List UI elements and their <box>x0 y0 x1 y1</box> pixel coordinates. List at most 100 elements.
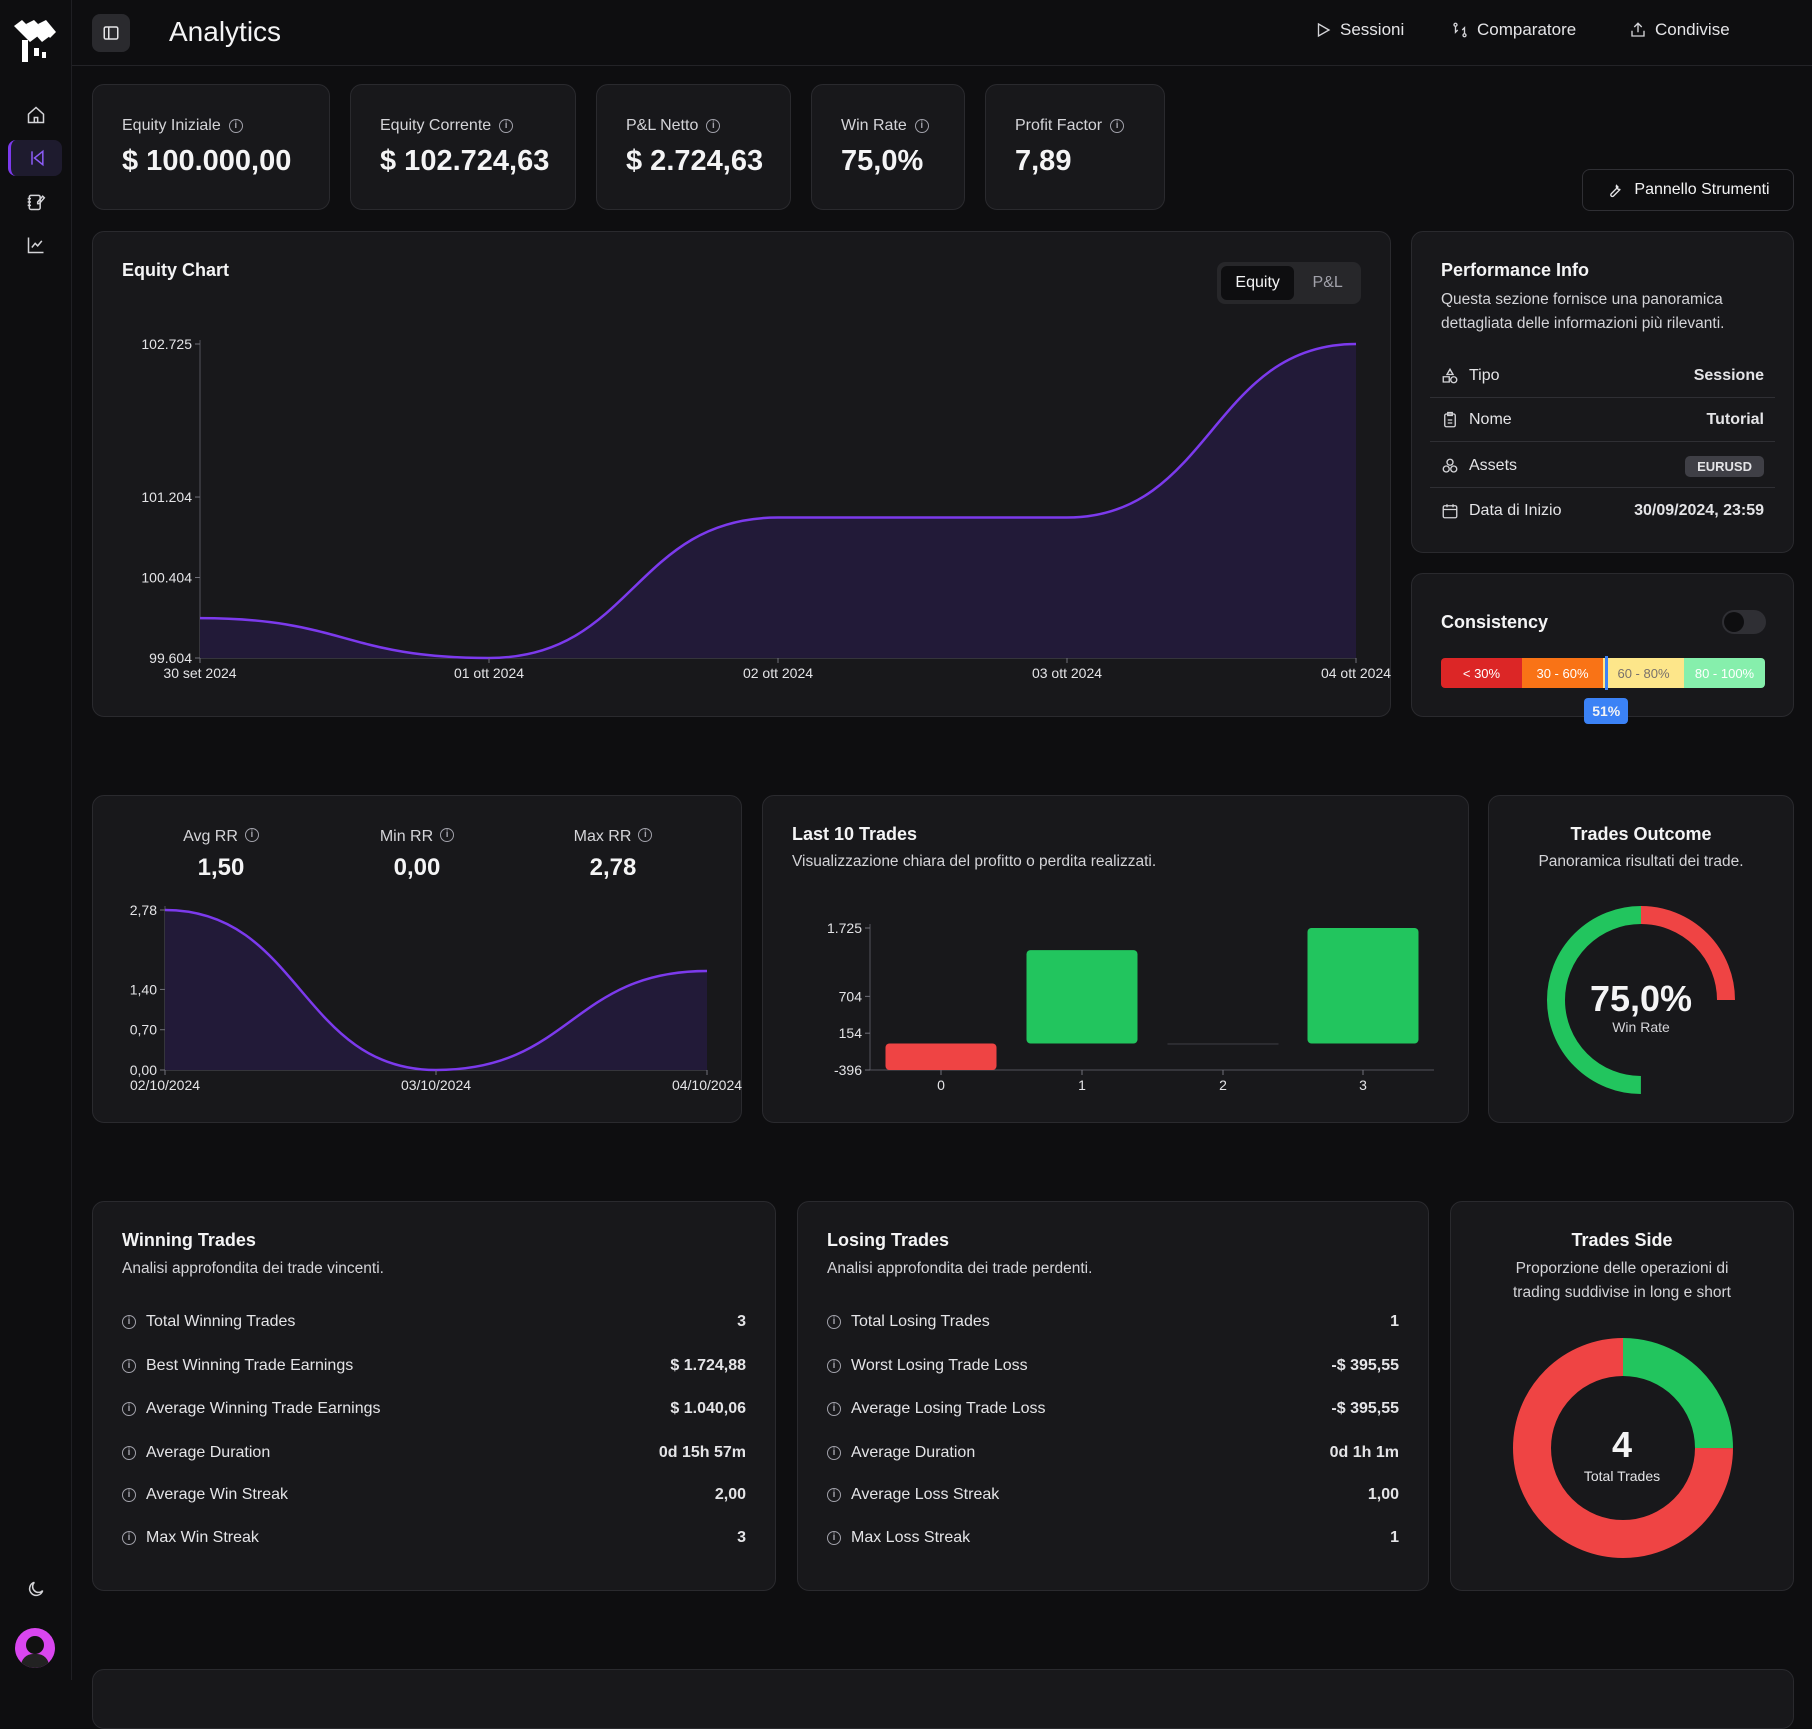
info-icon[interactable]: i <box>122 1446 136 1460</box>
bar[interactable] <box>1027 950 1138 1043</box>
sidebar-journal-icon[interactable] <box>18 184 54 220</box>
tools-panel-button[interactable]: Pannello Strumenti <box>1582 169 1794 211</box>
donut-label: Win Rate <box>1489 1019 1793 1035</box>
info-icon[interactable]: i <box>827 1315 841 1329</box>
win-rate-donut <box>1489 796 1795 1124</box>
theme-toggle-icon[interactable] <box>18 1571 54 1607</box>
losing-trades-card: Losing Trades Analisi approfondita dei t… <box>797 1201 1429 1591</box>
sidebar-chart-icon[interactable] <box>18 227 54 263</box>
stat-row-value: 0d 15h 57m <box>659 1444 746 1462</box>
info-icon[interactable]: i <box>827 1446 841 1460</box>
perf-row-label: Nome <box>1469 411 1512 429</box>
stat-row-value: $ 1.724,88 <box>670 1357 746 1375</box>
stat-label: Profit Factor <box>1015 117 1102 135</box>
card-description: Questa sezione fornisce una panoramica d… <box>1441 288 1771 336</box>
stat-value: 7,89 <box>1015 145 1071 178</box>
info-icon[interactable]: i <box>122 1488 136 1502</box>
y-tick-label: 0,00 <box>130 1062 157 1078</box>
info-icon[interactable]: i <box>915 119 929 133</box>
divider <box>1430 397 1775 398</box>
stat-value: $ 2.724,63 <box>626 145 763 178</box>
stat-row-value: $ 1.040,06 <box>670 1400 746 1418</box>
donut-value: 75,0% <box>1489 978 1793 1020</box>
consistency-toggle[interactable] <box>1722 610 1766 634</box>
x-tick-label: 02/10/2024 <box>130 1077 200 1093</box>
y-tick-label: 102.725 <box>141 336 192 352</box>
info-icon[interactable]: i <box>827 1531 841 1545</box>
assets-icon <box>1441 457 1459 475</box>
trades-side-donut <box>1451 1202 1795 1592</box>
info-icon[interactable]: i <box>499 119 513 133</box>
card-title: Performance Info <box>1441 260 1589 281</box>
y-tick-label: 99.604 <box>149 650 192 666</box>
stat-row-value: 1,00 <box>1368 1486 1399 1504</box>
info-icon[interactable]: i <box>122 1359 136 1373</box>
info-icon[interactable]: i <box>827 1402 841 1416</box>
consistency-segment: < 30% <box>1441 658 1522 688</box>
stat-row-label: Average Win Streak <box>146 1486 288 1504</box>
y-tick-label: 2,78 <box>130 902 157 918</box>
nav-condivise[interactable]: Condivise <box>1629 20 1730 40</box>
card-description: Analisi approfondita dei trade perdenti. <box>827 1257 1092 1281</box>
x-tick-label: 04/10/2024 <box>672 1077 742 1093</box>
x-tick-label: 03 ott 2024 <box>1032 665 1102 681</box>
sidebar-toggle-button[interactable] <box>92 14 130 52</box>
compare-icon <box>1451 21 1469 39</box>
area-fill <box>200 344 1356 658</box>
stat-row-value: 3 <box>737 1529 746 1547</box>
info-icon[interactable]: i <box>827 1488 841 1502</box>
y-tick-label: 100.404 <box>141 570 192 586</box>
y-tick-label: -396 <box>834 1062 862 1078</box>
x-tick-label: 0 <box>937 1077 945 1093</box>
info-icon[interactable]: i <box>827 1359 841 1373</box>
info-icon[interactable]: i <box>122 1315 136 1329</box>
consistency-segment: 80 - 100% <box>1684 658 1765 688</box>
info-icon[interactable]: i <box>122 1402 136 1416</box>
stat-row-value: 0d 1h 1m <box>1330 1444 1399 1462</box>
header: Analytics Sessioni Comparatore Condivise <box>72 0 1812 66</box>
sidebar <box>0 0 72 1680</box>
clipboard-icon <box>1441 411 1459 429</box>
play-icon <box>1314 21 1332 39</box>
logo-icon[interactable] <box>12 18 58 66</box>
avatar[interactable] <box>15 1628 55 1668</box>
bar[interactable] <box>886 1043 997 1070</box>
nav-comparatore[interactable]: Comparatore <box>1451 20 1576 40</box>
sidebar-home-icon[interactable] <box>18 97 54 133</box>
x-tick-label: 2 <box>1219 1077 1227 1093</box>
info-icon[interactable]: i <box>229 119 243 133</box>
x-tick-label: 03/10/2024 <box>401 1077 471 1093</box>
x-tick-label: 3 <box>1359 1077 1367 1093</box>
card-description: Analisi approfondita dei trade vincenti. <box>122 1257 384 1281</box>
info-icon[interactable]: i <box>1110 119 1124 133</box>
stat-row-label: Average Duration <box>146 1444 270 1462</box>
page-title: Analytics <box>169 16 281 48</box>
consistency-marker <box>1605 656 1608 690</box>
stat-row-label: Worst Losing Trade Loss <box>851 1357 1028 1375</box>
bar[interactable] <box>1308 928 1419 1043</box>
stat-row-value: 3 <box>737 1313 746 1331</box>
bar[interactable] <box>1168 1043 1279 1044</box>
stat-row-value: -$ 395,55 <box>1331 1400 1399 1418</box>
y-tick-label: 0,70 <box>130 1022 157 1038</box>
stat-row-label: Total Winning Trades <box>146 1313 295 1331</box>
info-icon[interactable]: i <box>122 1531 136 1545</box>
bottom-card <box>92 1669 1794 1729</box>
sidebar-analytics-icon[interactable] <box>8 140 62 176</box>
stat-label: Equity Iniziale <box>122 117 221 135</box>
stat-label: Win Rate <box>841 117 907 135</box>
stat-row-value: 1 <box>1390 1529 1399 1547</box>
tools-panel-label: Pannello Strumenti <box>1634 181 1769 199</box>
info-icon[interactable]: i <box>706 119 720 133</box>
nav-sessioni[interactable]: Sessioni <box>1314 20 1404 40</box>
divider <box>1430 441 1775 442</box>
